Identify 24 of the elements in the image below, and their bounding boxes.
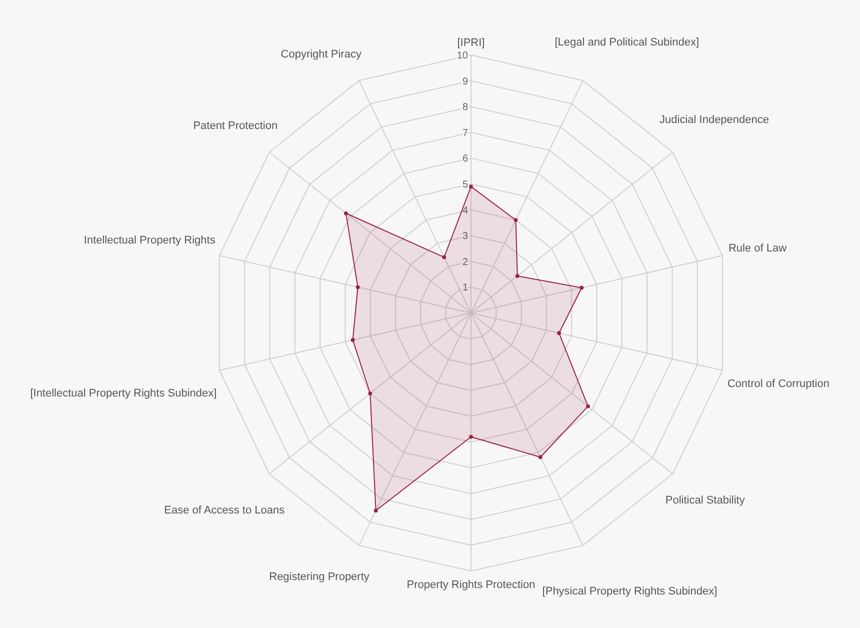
y-tick-label: 9 <box>462 76 468 88</box>
y-tick-label: 8 <box>462 102 468 114</box>
y-tick-label: 6 <box>462 154 468 165</box>
y-tick-label: 2 <box>462 256 468 268</box>
spoke-label: Judicial Independence <box>660 114 770 126</box>
spoke-label: Control of Corruption <box>727 378 830 390</box>
spoke-label: Property Rights Protection <box>406 579 536 591</box>
spoke-label: [IPRI] <box>457 37 485 49</box>
spoke-label: Intellectual Property Rights <box>84 234 216 247</box>
spoke-label: Political Stability <box>665 494 746 507</box>
spoke-label: Copyright Piracy <box>280 48 362 61</box>
y-tick-label: 10 <box>456 50 468 62</box>
y-tick-label: 1 <box>462 282 468 294</box>
y-tick-label: 5 <box>462 180 468 190</box>
spoke-label: Ease of Access to Loans <box>164 504 286 517</box>
y-tick-label: 4 <box>462 205 468 216</box>
spoke-label: Registering Property <box>269 571 370 584</box>
spoke-label: [Legal and Political Subindex] <box>554 36 700 48</box>
y-tick-label: 3 <box>462 231 468 242</box>
y-tick-label: 7 <box>462 128 468 139</box>
spoke-label: Rule of Law <box>728 242 787 255</box>
spoke-label: [Physical Property Rights Subindex] <box>542 586 718 598</box>
spoke-label: Patent Protection <box>193 120 278 132</box>
spoke-label: [Intellectual Property Rights Subindex] <box>30 387 217 400</box>
